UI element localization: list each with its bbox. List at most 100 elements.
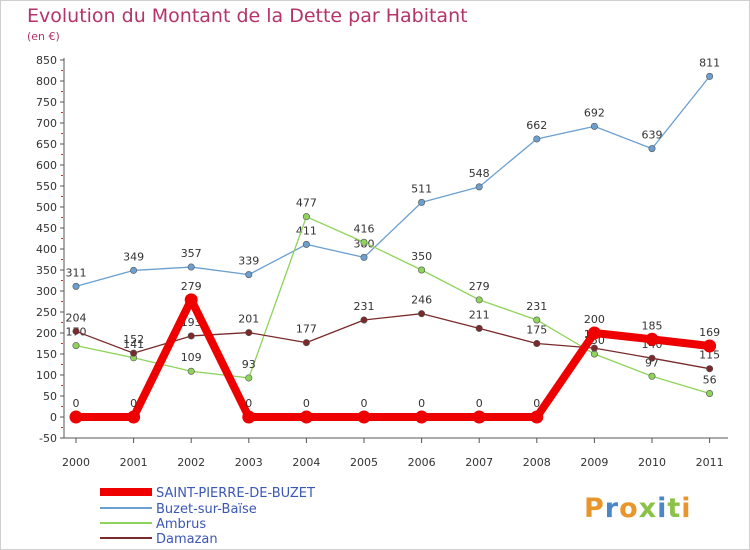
series-point-0 [703, 339, 717, 353]
data-label-3: 175 [526, 324, 547, 337]
data-label-3: 177 [296, 323, 317, 336]
data-label-1: 411 [296, 224, 317, 237]
series-point-3 [706, 365, 714, 373]
series-point-0 [530, 410, 544, 424]
series-point-1 [360, 253, 368, 261]
series-point-3 [648, 354, 656, 362]
series-point-0 [69, 410, 83, 424]
series-line-2 [75, 216, 710, 395]
data-label-1: 662 [526, 119, 547, 132]
y-tick-label: 800 [36, 75, 57, 88]
series-point-2 [72, 342, 80, 350]
y-tick-label: 650 [36, 138, 57, 151]
series-point-0 [299, 410, 313, 424]
series-point-0 [645, 332, 659, 346]
series-point-3 [360, 316, 368, 324]
series-point-2 [187, 367, 195, 375]
series-point-1 [72, 282, 80, 290]
chart-subtitle: (en €) [27, 30, 60, 43]
series-point-0 [184, 293, 198, 307]
y-tick-label: 850 [36, 54, 57, 67]
x-tick-label: 2004 [292, 456, 320, 469]
x-tick-label: 2000 [62, 456, 90, 469]
series-point-1 [533, 135, 541, 143]
data-label-1: 357 [181, 247, 202, 260]
series-point-3 [72, 327, 80, 335]
y-tick-label: 200 [36, 327, 57, 340]
data-label-3: 201 [238, 313, 259, 326]
data-label-0: 0 [245, 397, 252, 410]
data-label-2: 350 [411, 250, 432, 263]
legend-label-1: Buzet-sur-Baïse [156, 502, 257, 517]
series-point-0 [357, 410, 371, 424]
data-label-1: 811 [699, 56, 720, 69]
series-point-1 [706, 72, 714, 80]
x-tick-label: 2010 [638, 456, 666, 469]
series-point-3 [590, 344, 598, 352]
data-label-2: 56 [703, 373, 717, 386]
data-label-2: 109 [181, 351, 202, 364]
series-point-1 [475, 183, 483, 191]
series-point-2 [590, 350, 598, 358]
data-label-0: 0 [476, 397, 483, 410]
data-label-0: 279 [181, 280, 202, 293]
legend-label-3: Damazan [156, 532, 218, 547]
legend-label-0: SAINT-PIERRE-DE-BUZET [156, 486, 315, 501]
series-point-1 [302, 240, 310, 248]
data-label-0: 0 [361, 397, 368, 410]
series-point-3 [187, 332, 195, 340]
series-point-1 [245, 271, 253, 279]
x-tick-label: 2005 [350, 456, 378, 469]
series-line-3 [75, 313, 710, 370]
data-label-0: 185 [642, 319, 663, 332]
y-tick-label: 400 [36, 243, 57, 256]
series-point-2 [533, 316, 541, 324]
y-tick-label: 600 [36, 159, 57, 172]
data-label-2: 416 [354, 222, 375, 235]
data-label-2: 93 [242, 358, 256, 371]
y-tick-label: 750 [36, 96, 57, 109]
series-point-0 [415, 410, 429, 424]
data-label-0: 0 [130, 397, 137, 410]
data-label-0: 169 [699, 326, 720, 339]
series-point-0 [587, 326, 601, 340]
x-tick-label: 2008 [523, 456, 551, 469]
y-tick-label: 100 [36, 369, 57, 382]
data-label-3: 115 [699, 349, 720, 362]
series-point-2 [245, 374, 253, 382]
x-tick-label: 2002 [177, 456, 205, 469]
y-tick-label: 0 [50, 411, 57, 424]
y-tick-label: 150 [36, 348, 57, 361]
data-label-1: 639 [642, 129, 663, 142]
series-point-3 [245, 329, 253, 337]
series-point-1 [590, 122, 598, 130]
y-tick-label: 500 [36, 201, 57, 214]
x-tick-label: 2003 [235, 456, 263, 469]
series-point-0 [472, 410, 486, 424]
y-tick-label: 700 [36, 117, 57, 130]
proxiti-logo: Proxiti [584, 493, 692, 524]
data-label-1: 548 [469, 167, 490, 180]
data-label-0: 200 [584, 313, 605, 326]
x-tick-label: 2007 [465, 456, 493, 469]
data-label-0: 0 [73, 397, 80, 410]
data-label-2: 97 [645, 356, 659, 369]
series-point-1 [648, 145, 656, 153]
legend-label-2: Ambrus [156, 517, 206, 532]
x-tick-label: 2009 [580, 456, 608, 469]
data-label-1: 339 [238, 255, 259, 268]
series-point-3 [130, 349, 138, 357]
y-tick-label: 250 [36, 306, 57, 319]
series-point-2 [360, 238, 368, 246]
data-label-0: 0 [303, 397, 310, 410]
series-point-2 [475, 296, 483, 304]
series-point-2 [648, 372, 656, 380]
data-label-3: 211 [469, 308, 490, 321]
series-point-1 [418, 198, 426, 206]
data-label-1: 349 [123, 250, 144, 263]
series-point-2 [706, 389, 714, 397]
data-label-1: 692 [584, 106, 605, 119]
data-label-3: 152 [123, 333, 144, 346]
